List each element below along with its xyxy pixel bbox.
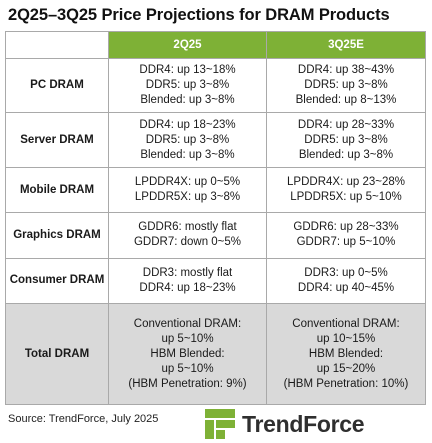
cell-line: LPDDR5X: up 3~8%: [134, 191, 241, 204]
cell-line: DDR3: up 0~5%: [304, 266, 388, 279]
trendforce-logo-icon: [205, 409, 235, 439]
table-row-pc-dram: PC DRAM DDR4: up 13~18% DDR5: up 3~8% Bl…: [5, 57, 426, 114]
column-header-3q25e: 3Q25E: [266, 31, 426, 59]
cell-line: Blended: up 3~8%: [140, 148, 235, 161]
column-header-2q25: 2Q25: [108, 31, 267, 59]
cell-line: DDR5: up 3~8%: [145, 133, 230, 146]
table-row-mobile-dram: Mobile DRAM LPDDR4X: up 0~5% LPDDR5X: up…: [5, 166, 426, 214]
cell-line: DDR4: up 13~18%: [139, 64, 236, 77]
brand-name: TrendForce: [242, 410, 365, 437]
cell-line: (HBM Penetration: 9%): [128, 377, 247, 390]
cell-line: DDR5: up 3~8%: [304, 133, 388, 146]
table-row-consumer-dram: Consumer DRAM DDR3: mostly flat DDR4: up…: [5, 257, 426, 305]
cell-2q25: DDR4: up 18~23% DDR5: up 3~8% Blended: u…: [108, 112, 267, 168]
cell-line: DDR4: up 38~43%: [297, 64, 395, 77]
cell-line: DDR4: up 18~23%: [139, 281, 236, 294]
cell-3q25e: Conventional DRAM: up 10~15% HBM Blended…: [266, 303, 426, 405]
cell-line: DDR5: up 3~8%: [145, 79, 230, 92]
header-row: 2Q25 3Q25E: [5, 31, 426, 59]
corner-cell: [5, 31, 109, 59]
table-row-graphics-dram: Graphics DRAM GDDR6: mostly flat GDDR7: …: [5, 212, 426, 259]
cell-line: up 5~10%: [161, 362, 214, 375]
cell-line: HBM Blended:: [308, 347, 384, 360]
table-row-server-dram: Server DRAM DDR4: up 18~23% DDR5: up 3~8…: [5, 112, 426, 168]
cell-line: LPDDR5X: up 5~10%: [290, 191, 402, 204]
page-title: 2Q25–3Q25 Price Projections for DRAM Pro…: [8, 6, 390, 24]
trendforce-logo: TrendForce: [205, 409, 365, 439]
cell-line: LPDDR4X: up 23~28%: [287, 176, 405, 189]
cell-3q25e: DDR4: up 38~43% DDR5: up 3~8% Blended: u…: [266, 57, 426, 114]
cell-line: GDDR6: up 28~33%: [293, 221, 399, 234]
cell-line: Blended: up 8~13%: [295, 94, 397, 107]
cell-2q25: GDDR6: mostly flat GDDR7: down 0~5%: [108, 212, 267, 259]
row-label: Graphics DRAM: [5, 212, 109, 259]
cell-line: Blended: up 3~8%: [298, 148, 394, 161]
source-note: Source: TrendForce, July 2025: [8, 413, 159, 425]
cell-line: Blended: up 3~8%: [140, 94, 235, 107]
cell-line: (HBM Penetration: 10%): [283, 377, 409, 390]
row-label: PC DRAM: [5, 57, 109, 114]
cell-2q25: LPDDR4X: up 0~5% LPDDR5X: up 3~8%: [108, 166, 267, 214]
row-label: Consumer DRAM: [5, 257, 109, 305]
cell-line: up 15~20%: [316, 362, 376, 375]
cell-line: DDR4: up 18~23%: [139, 118, 236, 131]
cell-line: HBM Blended:: [150, 347, 225, 360]
cell-line: up 10~15%: [316, 332, 376, 345]
cell-3q25e: GDDR6: up 28~33% GDDR7: up 5~10%: [266, 212, 426, 259]
cell-line: GDDR7: down 0~5%: [133, 236, 242, 249]
cell-2q25: Conventional DRAM: up 5~10% HBM Blended:…: [108, 303, 267, 405]
cell-3q25e: DDR3: up 0~5% DDR4: up 40~45%: [266, 257, 426, 305]
cell-3q25e: LPDDR4X: up 23~28% LPDDR5X: up 5~10%: [266, 166, 426, 214]
price-projection-table: 2Q25 3Q25E PC DRAM DDR4: up 13~18% DDR5:…: [5, 31, 426, 405]
cell-line: up 5~10%: [161, 332, 214, 345]
cell-line: Conventional DRAM:: [292, 317, 400, 330]
cell-line: Conventional DRAM:: [133, 317, 242, 330]
cell-line: LPDDR4X: up 0~5%: [134, 176, 241, 189]
cell-2q25: DDR4: up 13~18% DDR5: up 3~8% Blended: u…: [108, 57, 267, 114]
cell-line: DDR5: up 3~8%: [304, 79, 388, 92]
row-label: Mobile DRAM: [5, 166, 109, 214]
cell-line: DDR4: up 28~33%: [297, 118, 395, 131]
cell-line: GDDR6: mostly flat: [138, 221, 237, 234]
table-row-total-dram: Total DRAM Conventional DRAM: up 5~10% H…: [5, 303, 426, 405]
cell-3q25e: DDR4: up 28~33% DDR5: up 3~8% Blended: u…: [266, 112, 426, 168]
row-label: Server DRAM: [5, 112, 109, 168]
row-label: Total DRAM: [5, 303, 109, 405]
cell-line: DDR4: up 40~45%: [297, 281, 395, 294]
cell-2q25: DDR3: mostly flat DDR4: up 18~23%: [108, 257, 267, 305]
cell-line: GDDR7: up 5~10%: [296, 236, 396, 249]
cell-line: DDR3: mostly flat: [142, 266, 233, 279]
